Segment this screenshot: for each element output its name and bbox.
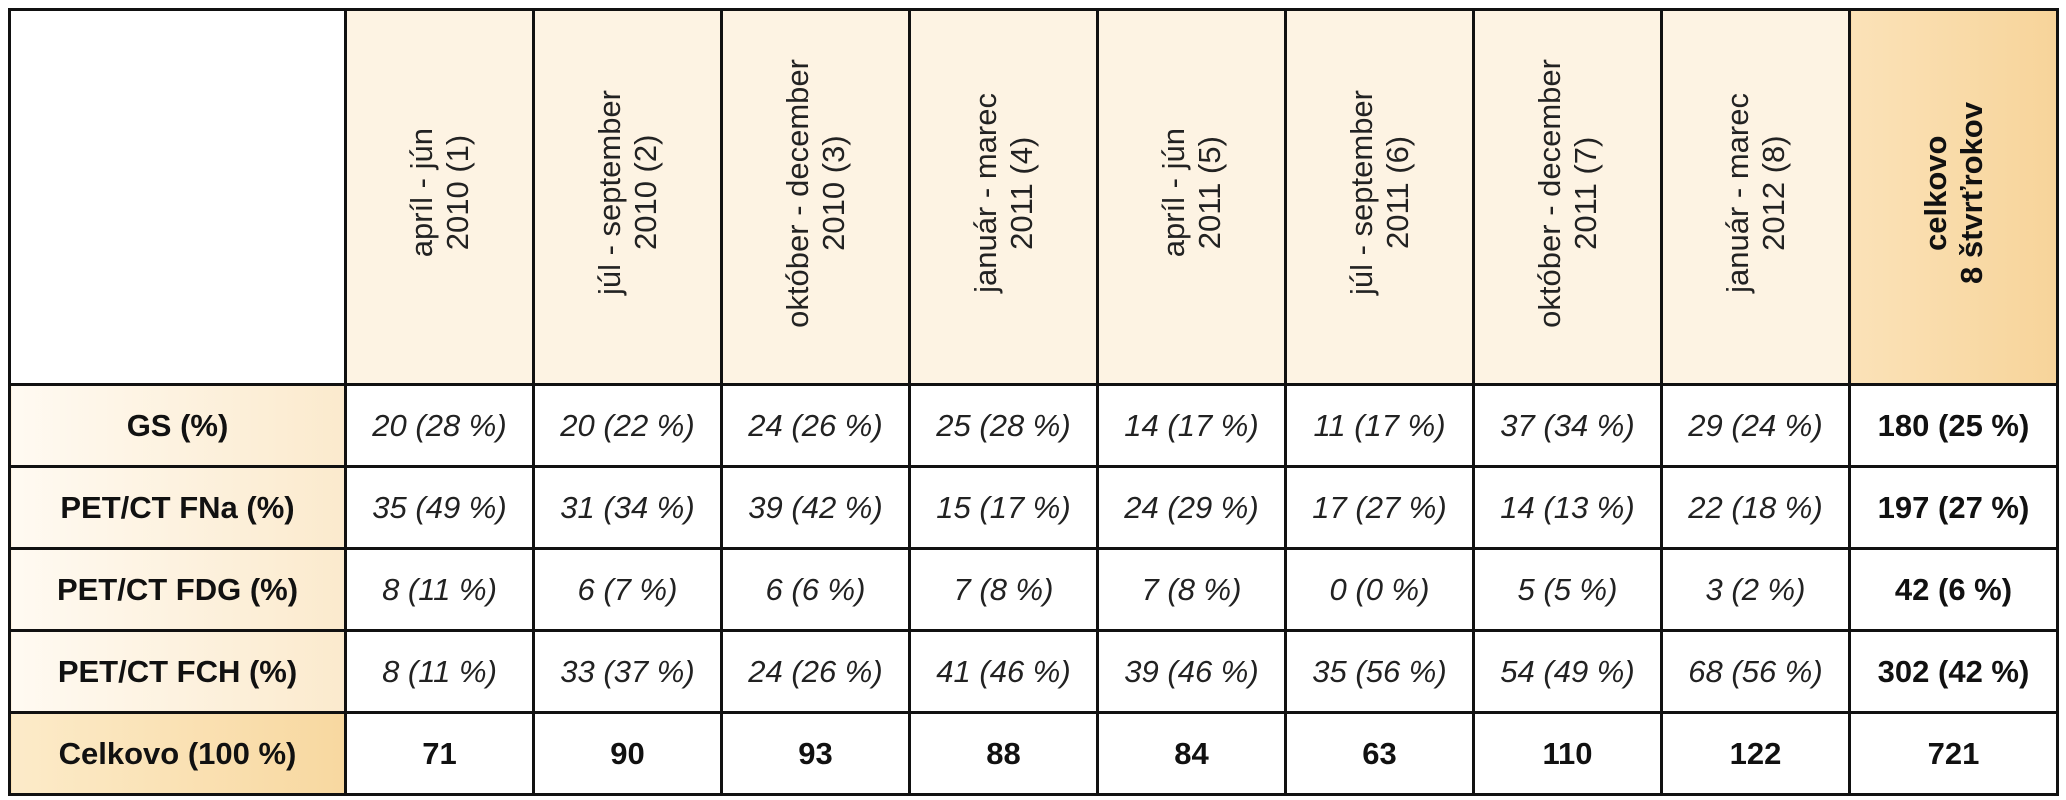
table-cell: 20 (28 %) [344,383,535,468]
table-cell: 721 [1848,711,2059,796]
data-table: apríl - jún 2010 (1) júl - september 2010 (… [8,8,2059,796]
table-row: PET/CT FNa (%) 35 (49 %) 31 (34 %) 39 (42 %… [8,465,2059,550]
table-cell: 20 (22 %) [532,383,723,468]
column-header: júl - september 2011 (6) [1284,8,1475,386]
header-line: 2010 (3) [815,135,851,251]
table-cell: 22 (18 %) [1660,465,1851,550]
header-line: 2011 (7) [1567,136,1603,250]
column-header: október - december 2011 (7) [1472,8,1663,386]
column-header: celkovo 8 štvrťrokov [1848,8,2059,386]
column-header: január - marec 2011 (4) [908,8,1099,386]
header-text: október - december 2010 (3) [780,59,852,328]
header-line: 2010 (2) [627,135,663,251]
header-text: júl - september 2011 (6) [1344,90,1416,295]
table-cell: 35 (56 %) [1284,629,1475,714]
table-cell: 42 (6 %) [1848,547,2059,632]
header-text: október - december 2011 (7) [1532,59,1604,328]
table-cell: 37 (34 %) [1472,383,1663,468]
row-label: PET/CT FCH (%) [8,629,347,714]
table-cell: 302 (42 %) [1848,629,2059,714]
header-line: 2011 (5) [1191,136,1227,250]
header-line: 2011 (6) [1379,136,1415,250]
table-body: GS (%) 20 (28 %) 20 (22 %) 24 (26 %) 25 (28 … [8,383,2059,796]
table-cell: 88 [908,711,1099,796]
table-cell: 24 (26 %) [720,629,911,714]
header-line: január - marec [967,93,1003,293]
table-cell: 5 (5 %) [1472,547,1663,632]
table-cell: 7 (8 %) [1096,547,1287,632]
header-line: 2010 (1) [439,135,475,251]
header-line: 2012 (8) [1755,135,1791,251]
table-cell: 31 (34 %) [532,465,723,550]
table-row: PET/CT FCH (%) 8 (11 %) 33 (37 %) 24 (26 %)… [8,629,2059,714]
table-cell: 14 (17 %) [1096,383,1287,468]
table-cell: 15 (17 %) [908,465,1099,550]
table-cell: 63 [1284,711,1475,796]
table-cell: 6 (6 %) [720,547,911,632]
header-row: apríl - jún 2010 (1) júl - september 2010 (… [8,8,2059,386]
header-line: júl - september [1343,90,1379,296]
header-line: október - december [1531,58,1567,328]
table-cell: 8 (11 %) [344,547,535,632]
row-label: Celkovo (100 %) [8,711,347,796]
column-header: október - december 2010 (3) [720,8,911,386]
table-cell: 8 (11 %) [344,629,535,714]
table-cell: 180 (25 %) [1848,383,2059,468]
column-header: apríl - jún 2011 (5) [1096,8,1287,386]
header-text: január - marec 2012 (8) [1720,93,1792,293]
table-row: Celkovo (100 %) 71 90 93 88 84 63 110 122 721 [8,711,2059,796]
header-line: 8 štvrťrokov [1953,102,1989,284]
table-cell: 17 (27 %) [1284,465,1475,550]
header-line: apríl - jún [1155,128,1191,258]
column-header: apríl - jún 2010 (1) [344,8,535,386]
table-cell: 68 (56 %) [1660,629,1851,714]
row-label: PET/CT FNa (%) [8,465,347,550]
table-cell: 14 (13 %) [1472,465,1663,550]
table-cell: 25 (28 %) [908,383,1099,468]
header-line: október - december [779,58,815,328]
table-cell: 39 (42 %) [720,465,911,550]
table-cell: 122 [1660,711,1851,796]
table-cell: 41 (46 %) [908,629,1099,714]
header-text: júl - september 2010 (2) [592,90,664,295]
header-line: júl - september [591,90,627,296]
table-row: PET/CT FDG (%) 8 (11 %) 6 (7 %) 6 (6 %) 7 (8… [8,547,2059,632]
table-cell: 33 (37 %) [532,629,723,714]
table-cell: 54 (49 %) [1472,629,1663,714]
header-text: apríl - jún 2010 (1) [404,128,476,257]
column-header: júl - september 2010 (2) [532,8,723,386]
table-cell: 39 (46 %) [1096,629,1287,714]
header-line: apríl - jún [403,128,439,258]
table-cell: 197 (27 %) [1848,465,2059,550]
table-cell: 71 [344,711,535,796]
table-cell: 7 (8 %) [908,547,1099,632]
header-line: január - marec [1719,93,1755,293]
table-cell: 11 (17 %) [1284,383,1475,468]
header-text: apríl - jún 2011 (5) [1156,128,1228,257]
table-cell: 90 [532,711,723,796]
table-row: GS (%) 20 (28 %) 20 (22 %) 24 (26 %) 25 (28 … [8,383,2059,468]
table-cell: 35 (49 %) [344,465,535,550]
table-cell: 6 (7 %) [532,547,723,632]
table-cell: 0 (0 %) [1284,547,1475,632]
table-cell: 24 (26 %) [720,383,911,468]
header-text: január - marec 2011 (4) [968,93,1040,293]
header-text: celkovo 8 štvrťrokov [1918,102,1990,284]
header-line: celkovo [1917,135,1953,251]
row-label: GS (%) [8,383,347,468]
column-header: január - marec 2012 (8) [1660,8,1851,386]
table-cell: 93 [720,711,911,796]
table-cell: 29 (24 %) [1660,383,1851,468]
table-cell: 24 (29 %) [1096,465,1287,550]
table-cell: 84 [1096,711,1287,796]
header-line: 2011 (4) [1003,136,1039,250]
corner-cell [8,8,347,386]
table-cell: 110 [1472,711,1663,796]
row-label: PET/CT FDG (%) [8,547,347,632]
table-cell: 3 (2 %) [1660,547,1851,632]
